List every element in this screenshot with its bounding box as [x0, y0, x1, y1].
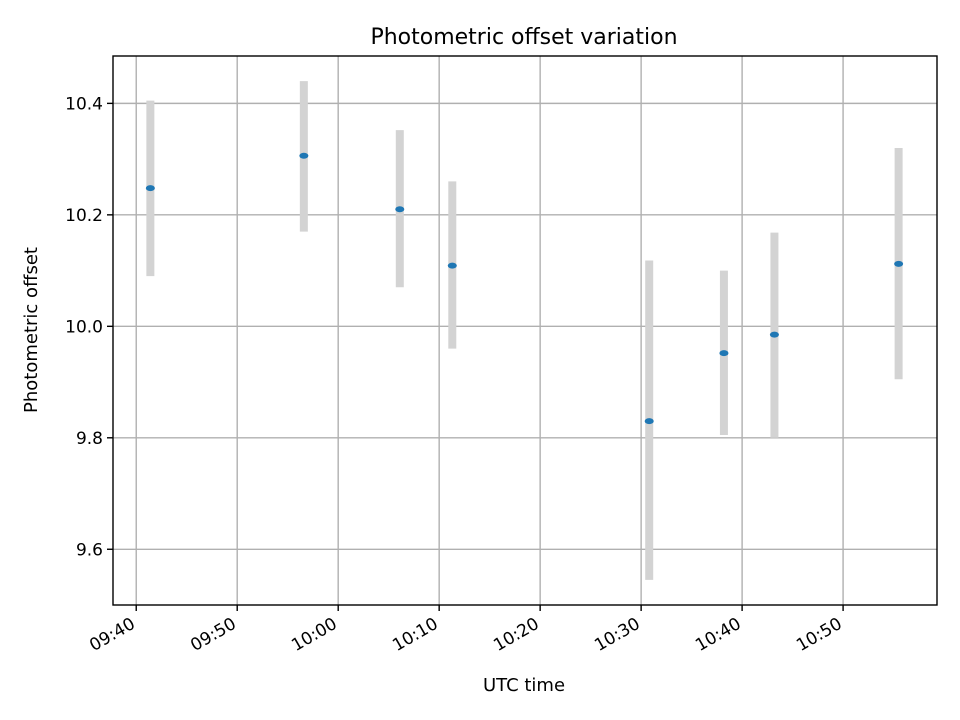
x-tick-label: 10:00	[288, 614, 340, 656]
grid	[113, 56, 937, 605]
x-tick-label: 10:50	[793, 614, 845, 656]
x-axis-label: UTC time	[483, 675, 565, 696]
data-point	[395, 206, 405, 213]
data-points	[145, 152, 904, 425]
error-bars	[146, 81, 903, 580]
y-tick-label: 10.0	[65, 317, 103, 337]
data-point	[299, 152, 309, 159]
plot-frame	[112, 55, 938, 606]
data-point	[644, 418, 654, 425]
x-tick-label: 09:50	[187, 614, 239, 656]
data-point	[894, 260, 904, 267]
y-tick-label: 9.6	[76, 540, 103, 560]
x-tick-label: 10:30	[591, 614, 643, 656]
y-axis-label: Photometric offset	[21, 247, 42, 413]
x-tick-label: 10:20	[490, 614, 542, 656]
data-point	[145, 185, 155, 192]
y-tick-label: 10.2	[65, 206, 103, 226]
data-point	[447, 262, 457, 269]
x-tick-label: 10:10	[389, 614, 441, 656]
chart-title: Photometric offset variation	[370, 25, 677, 50]
x-tick-label: 10:40	[692, 614, 744, 656]
data-point	[719, 350, 729, 357]
y-tick-label: 10.4	[65, 94, 103, 114]
x-axis-ticks: 09:40 09:50 10:00 10:10 10:20 10:30 10:40 10:50	[86, 605, 846, 656]
data-point	[769, 331, 779, 338]
x-tick-label: 09:40	[86, 614, 138, 656]
y-tick-label: 9.8	[76, 429, 103, 449]
y-axis-ticks: 9.6 9.8 10.0 10.2 10.4	[65, 94, 113, 560]
